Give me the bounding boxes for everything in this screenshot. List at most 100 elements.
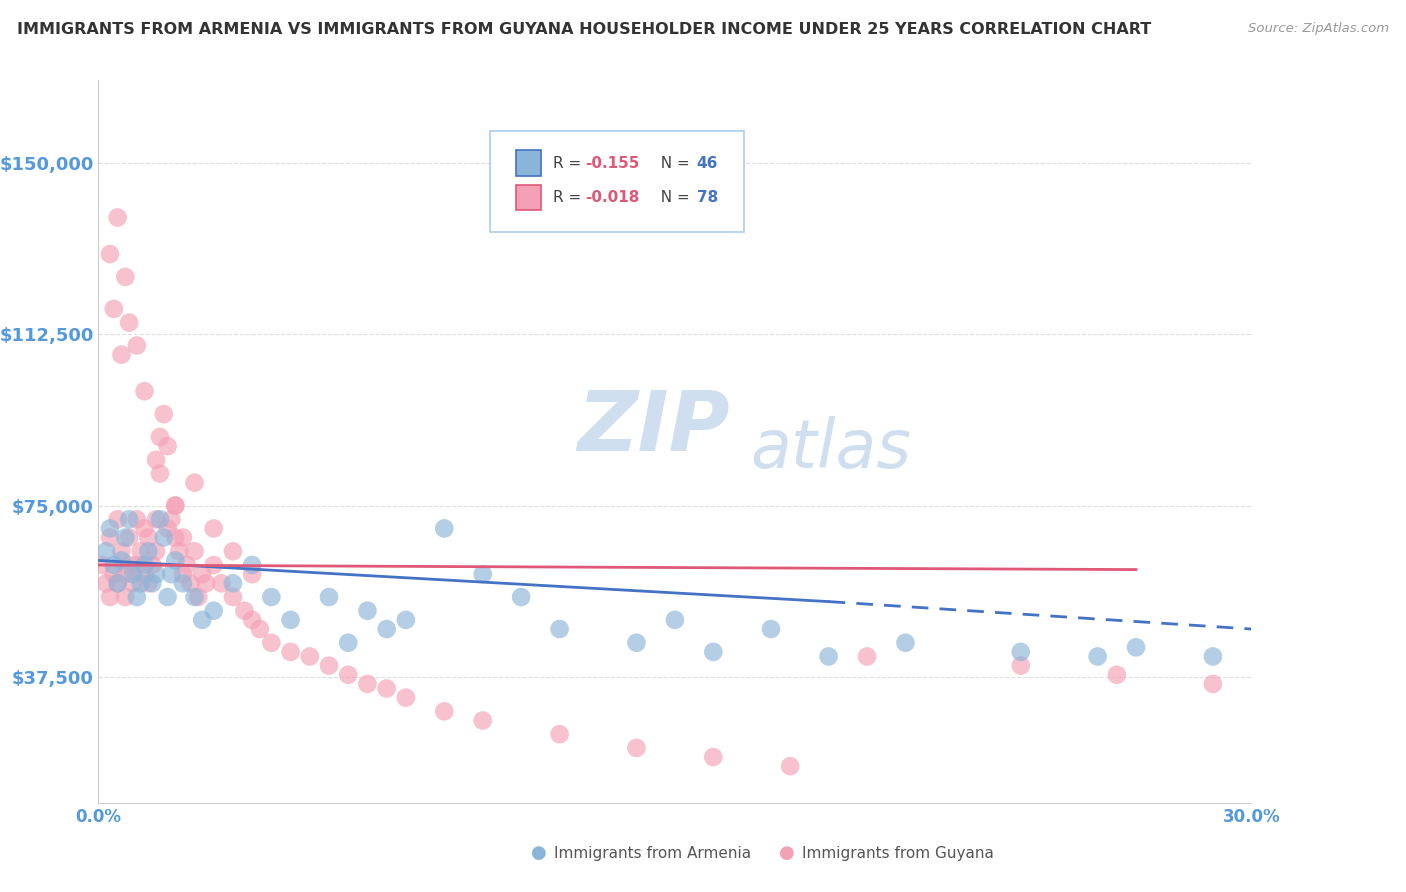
Point [172, 567, 194, 582]
Point [356, 604, 378, 618]
Text: ZIP: ZIP [576, 386, 730, 467]
Point [664, 613, 686, 627]
Point [1010, 658, 1032, 673]
Point [280, 645, 302, 659]
Point [1105, 667, 1128, 681]
Point [138, 544, 160, 558]
Point [233, 604, 256, 618]
Point [125, 590, 148, 604]
Point [195, 576, 218, 591]
Point [145, 512, 167, 526]
Point [298, 649, 321, 664]
Point [107, 576, 129, 591]
Point [122, 576, 145, 591]
Point [145, 453, 167, 467]
Point [149, 512, 172, 526]
Point [145, 544, 167, 558]
Point [107, 211, 129, 225]
Point [375, 622, 398, 636]
Point [1010, 645, 1032, 659]
Point [103, 567, 125, 582]
Point [626, 740, 648, 755]
Point [125, 338, 148, 352]
Point [103, 301, 125, 316]
Point [240, 558, 263, 572]
Point [118, 316, 141, 330]
Point [817, 649, 839, 664]
Point [160, 512, 183, 526]
Point [176, 558, 198, 572]
Point [318, 590, 340, 604]
Text: IMMIGRANTS FROM ARMENIA VS IMMIGRANTS FROM GUYANA HOUSEHOLDER INCOME UNDER 25 YE: IMMIGRANTS FROM ARMENIA VS IMMIGRANTS FR… [17, 22, 1152, 37]
Point [240, 613, 263, 627]
Point [280, 613, 302, 627]
Point [165, 531, 187, 545]
Point [114, 269, 136, 284]
Bar [516, 185, 541, 211]
Point [548, 622, 571, 636]
Point [107, 512, 129, 526]
Point [433, 704, 456, 718]
Point [375, 681, 398, 696]
Point [107, 576, 129, 591]
Point [395, 613, 418, 627]
Point [183, 544, 205, 558]
Text: -0.018: -0.018 [585, 190, 640, 205]
Point [98, 590, 121, 604]
Point [209, 576, 232, 591]
Point [114, 567, 136, 582]
Point [180, 576, 202, 591]
Point [141, 576, 163, 591]
Text: N =: N = [651, 155, 695, 170]
Text: R =: R = [553, 155, 586, 170]
Point [152, 531, 174, 545]
Point [125, 558, 148, 572]
Text: R =: R = [553, 190, 586, 205]
Point [134, 521, 156, 535]
Point [122, 567, 145, 582]
Point [856, 649, 879, 664]
Point [1125, 640, 1147, 655]
Text: atlas: atlas [749, 416, 911, 482]
Point [779, 759, 801, 773]
Point [134, 384, 156, 399]
FancyBboxPatch shape [491, 131, 744, 232]
Point [702, 645, 724, 659]
Point [138, 576, 160, 591]
Point [240, 567, 263, 582]
Point [1202, 649, 1225, 664]
Point [165, 499, 187, 513]
Point [1087, 649, 1109, 664]
Text: ●: ● [779, 845, 794, 863]
Point [114, 590, 136, 604]
Point [356, 677, 378, 691]
Point [471, 714, 494, 728]
Point [183, 475, 205, 490]
Point [160, 567, 183, 582]
Point [98, 531, 121, 545]
Point [134, 567, 156, 582]
Point [510, 590, 533, 604]
Point [337, 636, 360, 650]
Point [191, 567, 214, 582]
Point [202, 521, 225, 535]
Point [548, 727, 571, 741]
Point [110, 348, 132, 362]
Point [118, 531, 141, 545]
Point [260, 590, 283, 604]
Text: Source: ZipAtlas.com: Source: ZipAtlas.com [1249, 22, 1389, 36]
Point [129, 576, 152, 591]
Point [156, 521, 179, 535]
Point [138, 531, 160, 545]
Text: Immigrants from Guyana: Immigrants from Guyana [801, 846, 994, 861]
Text: ●: ● [531, 845, 547, 863]
Point [626, 636, 648, 650]
Point [395, 690, 418, 705]
Point [141, 558, 163, 572]
Point [94, 576, 117, 591]
Point [149, 430, 172, 444]
Text: 78: 78 [697, 190, 718, 205]
Point [471, 567, 494, 582]
Point [337, 667, 360, 681]
Point [110, 544, 132, 558]
